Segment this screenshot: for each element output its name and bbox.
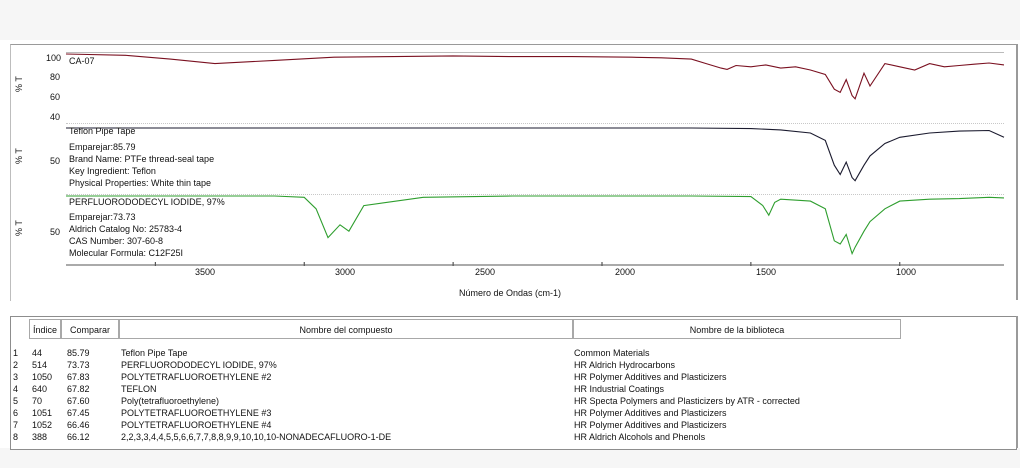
column-header-compound[interactable]: Nombre del compuesto [119, 319, 573, 339]
cell-library-name: HR Industrial Coatings [574, 384, 665, 394]
search-results-table: Índice Comparar Nombre del compuesto Nom… [10, 316, 1017, 450]
x-tick-label: 3500 [194, 267, 216, 277]
x-tick-label: 2500 [474, 267, 496, 277]
panel-info-line: Key Ingredient: Teflon [69, 166, 156, 176]
cell-index: 388 [32, 432, 48, 442]
y-tick-label: 50 [50, 227, 61, 237]
cell-library-name: HR Aldrich Alcohols and Phenols [574, 432, 706, 442]
series-line-match-1 [66, 127, 1005, 182]
cell-library-name: HR Polymer Additives and Plasticizers [574, 420, 727, 430]
panel-divider [66, 123, 1004, 124]
row-number: 2 [13, 360, 19, 370]
panel-info-line: Emparejar:85.79 [69, 142, 136, 152]
watermark-band [0, 448, 1020, 468]
x-tick-label: 1500 [755, 267, 777, 277]
y-axis-label: % T [14, 148, 24, 164]
spectrum-frame [10, 44, 1016, 301]
cell-compound-name: Poly(tetrafluoroethylene) [121, 396, 220, 406]
column-header-index[interactable]: Índice [29, 319, 61, 339]
row-number: 7 [13, 420, 19, 430]
x-tick-label: 2000 [614, 267, 636, 277]
cell-library-name: Common Materials [574, 348, 650, 358]
y-tick-label: 60 [50, 92, 61, 102]
column-header-library[interactable]: Nombre de la biblioteca [573, 319, 901, 339]
row-number: 5 [13, 396, 19, 406]
panel-divider [66, 194, 1004, 195]
cell-match-score: 67.82 [67, 384, 90, 394]
y-tick-label: 50 [50, 156, 61, 166]
window-edge [1016, 316, 1018, 448]
cell-index: 1050 [32, 372, 53, 382]
y-tick-label: 40 [50, 112, 61, 122]
cell-library-name: HR Specta Polymers and Plasticizers by A… [574, 396, 800, 406]
cell-compound-name: POLYTETRAFLUOROETHYLENE #3 [121, 408, 272, 418]
table-header: Índice Comparar Nombre del compuesto Nom… [11, 319, 1016, 339]
cell-match-score: 66.12 [67, 432, 90, 442]
y-tick-label: 80 [50, 72, 61, 82]
table-row[interactable]: 4 640 67.82 TEFLON HR Industrial Coatings [11, 383, 1016, 395]
row-number: 6 [13, 408, 19, 418]
y-axis-label: % T [14, 220, 24, 236]
row-number: 4 [13, 384, 19, 394]
panel-title-match-2: PERFLUORODODECYL IODIDE, 97% [69, 197, 225, 207]
cell-match-score: 85.79 [67, 348, 90, 358]
cell-compound-name: POLYTETRAFLUOROETHYLENE #2 [121, 372, 272, 382]
table-row[interactable]: 5 70 67.60 Poly(tetrafluoroethylene) HR Spec… [11, 395, 1016, 407]
x-tick-label: 3000 [334, 267, 356, 277]
cell-index: 514 [32, 360, 48, 370]
table-row[interactable]: 2 514 73.73 PERFLUORODODECYL IODIDE, 97% HR … [11, 359, 1016, 371]
panel-info-line: Brand Name: PTFe thread-seal tape [69, 154, 215, 164]
cell-match-score: 67.83 [67, 372, 90, 382]
table-row[interactable]: 7 1052 66.46 POLYTETRAFLUOROETHYLENE #4 HR P… [11, 419, 1016, 431]
panel-title-match-1: Teflon Pipe Tape [69, 126, 136, 136]
series-line-sample [65, 53, 1005, 100]
cell-index: 44 [32, 348, 43, 358]
cell-compound-name: TEFLON [121, 384, 157, 394]
cell-library-name: HR Polymer Additives and Plasticizers [574, 408, 727, 418]
panel-info-line: CAS Number: 307-60-8 [69, 236, 164, 246]
panel-info-line: Emparejar:73.73 [69, 212, 136, 222]
cell-match-score: 67.60 [67, 396, 90, 406]
cell-library-name: HR Polymer Additives and Plasticizers [574, 372, 727, 382]
x-axis-label: Número de Ondas (cm-1) [458, 288, 562, 298]
cell-index: 1052 [32, 420, 53, 430]
table-row[interactable]: 6 1051 67.45 POLYTETRAFLUOROETHYLENE #3 HR P… [11, 407, 1016, 419]
y-tick-label: 100 [46, 53, 62, 63]
series-line-match-2 [66, 195, 1005, 256]
row-number: 8 [13, 432, 19, 442]
cell-index: 1051 [32, 408, 53, 418]
cell-compound-name: Teflon Pipe Tape [121, 348, 188, 358]
cell-compound-name: 2,2,3,3,4,4,5,5,6,6,7,7,8,8,9,9,10,10,10… [121, 432, 392, 442]
panel-info-line: Molecular Formula: C12F25I [69, 248, 184, 258]
column-header-match[interactable]: Comparar [61, 319, 119, 339]
table-row[interactable]: 8 388 66.12 2,2,3,3,4,4,5,5,6,6,7,7,8,8,9,9… [11, 431, 1016, 443]
cell-match-score: 73.73 [67, 360, 90, 370]
window-edge [1016, 44, 1018, 300]
y-axis-label: % T [14, 76, 24, 92]
row-number: 3 [13, 372, 19, 382]
x-tick-label: 1000 [895, 267, 917, 277]
table-row[interactable]: 3 1050 67.83 POLYTETRAFLUOROETHYLENE #2 HR P… [11, 371, 1016, 383]
cell-match-score: 66.46 [67, 420, 90, 430]
table-row[interactable]: 1 44 85.79 Teflon Pipe Tape Common Materials [11, 347, 1016, 359]
panel-info-line: Aldrich Catalog No: 25783-4 [69, 224, 183, 234]
cell-compound-name: PERFLUORODODECYL IODIDE, 97% [121, 360, 277, 370]
row-number: 1 [13, 348, 19, 358]
spectrum-chart [65, 53, 1005, 266]
spectrum-plot-area[interactable] [66, 52, 1004, 266]
cell-compound-name: POLYTETRAFLUOROETHYLENE #4 [121, 420, 272, 430]
cell-index: 70 [32, 396, 43, 406]
cell-index: 640 [32, 384, 48, 394]
panel-info-line: Physical Properties: White thin tape [69, 178, 212, 188]
panel-title-sample: CA-07 [69, 56, 95, 66]
cell-library-name: HR Aldrich Hydrocarbons [574, 360, 676, 370]
cell-match-score: 67.45 [67, 408, 90, 418]
watermark-band [0, 0, 1020, 40]
